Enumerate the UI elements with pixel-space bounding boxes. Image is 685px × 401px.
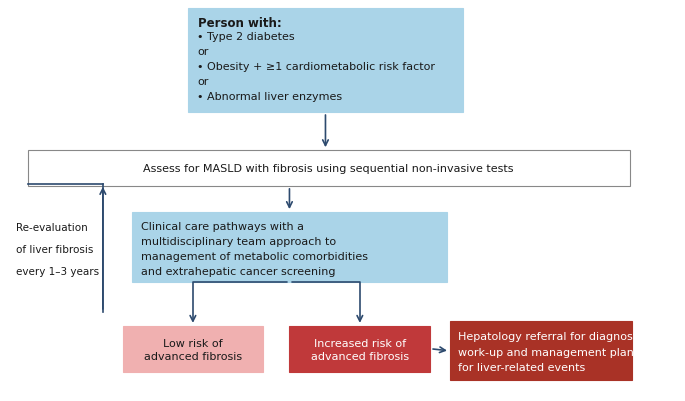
FancyBboxPatch shape (188, 9, 463, 113)
Text: every 1–3 years: every 1–3 years (16, 266, 99, 276)
FancyBboxPatch shape (123, 326, 263, 372)
Text: and extrahepatic cancer screening: and extrahepatic cancer screening (142, 267, 336, 277)
FancyBboxPatch shape (450, 322, 632, 381)
Text: advanced fibrosis: advanced fibrosis (144, 351, 242, 361)
Text: Increased risk of: Increased risk of (314, 338, 406, 348)
Text: or: or (197, 47, 208, 57)
Text: management of metabolic comorbidities: management of metabolic comorbidities (142, 251, 369, 261)
Text: for liver-related events: for liver-related events (458, 362, 585, 372)
Text: of liver fibrosis: of liver fibrosis (16, 244, 93, 254)
Text: Clinical care pathways with a: Clinical care pathways with a (142, 221, 305, 231)
Text: work-up and management plan: work-up and management plan (458, 346, 634, 356)
Text: • Type 2 diabetes: • Type 2 diabetes (197, 32, 295, 42)
FancyBboxPatch shape (27, 151, 630, 186)
FancyBboxPatch shape (132, 213, 447, 282)
Text: Hepatology referral for diagnostic: Hepatology referral for diagnostic (458, 332, 646, 342)
Text: Re-evaluation: Re-evaluation (16, 223, 88, 232)
Text: or: or (197, 77, 208, 87)
Text: Person with:: Person with: (199, 16, 282, 30)
Text: advanced fibrosis: advanced fibrosis (311, 351, 409, 361)
Text: Low risk of: Low risk of (163, 338, 223, 348)
Text: • Obesity + ≥1 cardiometabolic risk factor: • Obesity + ≥1 cardiometabolic risk fact… (197, 62, 435, 72)
Text: • Abnormal liver enzymes: • Abnormal liver enzymes (197, 92, 342, 102)
Text: multidisciplinary team approach to: multidisciplinary team approach to (142, 236, 336, 246)
FancyBboxPatch shape (290, 326, 430, 372)
Text: Assess for MASLD with fibrosis using sequential non-invasive tests: Assess for MASLD with fibrosis using seq… (143, 164, 514, 174)
